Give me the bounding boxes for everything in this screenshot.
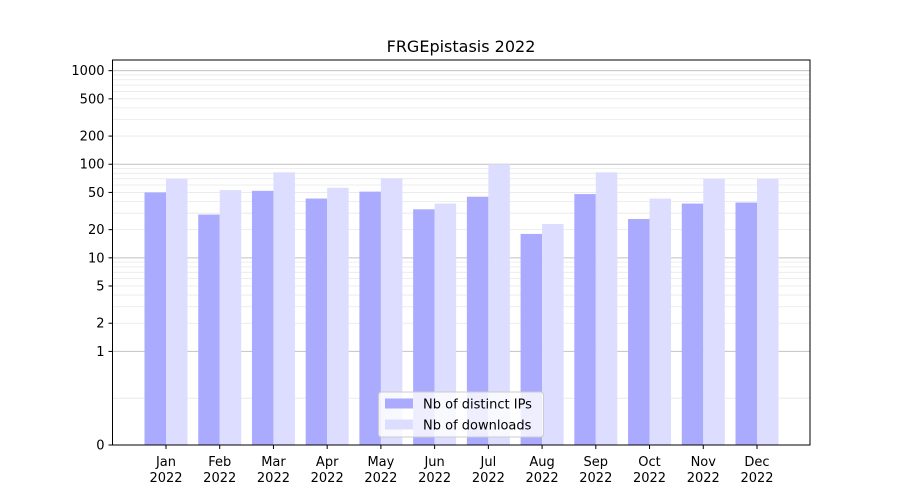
legend-swatch-distinct-ips [385,398,413,409]
bar-downloads [649,198,672,445]
legend-label-downloads: Nb of downloads [423,419,532,434]
bar-downloads [219,190,242,445]
bar-downloads [703,178,725,446]
y-tick-label: 500 [80,92,105,107]
bar-distinct-ips [198,214,220,445]
x-tick-label-year: 2022 [311,471,344,486]
chart-title: FRGEpistasis 2022 [387,37,536,56]
x-tick-label-month: Oct [638,455,660,470]
legend-swatch-downloads [385,419,413,430]
y-tick-label: 50 [88,186,105,201]
bar-downloads [380,178,403,445]
x-tick-label-month: May [367,455,394,470]
y-tick-label: 200 [80,130,105,145]
y-tick-label: 5 [96,280,104,295]
plot-frame [112,59,811,446]
bar-downloads [166,178,188,446]
bar-distinct-ips [359,191,381,445]
x-tick-label-year: 2022 [418,471,451,486]
bar-downloads [757,178,779,446]
x-tick-label-month: Mar [261,455,286,470]
bar-distinct-ips [466,196,489,445]
bar-distinct-ips [628,218,650,445]
bar-distinct-ips [574,194,596,445]
bar-distinct-ips [735,202,757,445]
x-axis: Jan2022Feb2022Mar2022Apr2022May2022Jun20… [149,445,774,486]
bar-downloads [434,203,457,445]
bar-distinct-ips [144,192,166,445]
x-tick-label-year: 2022 [526,471,559,486]
y-tick-label: 1000 [71,64,104,79]
legend-label-distinct-ips: Nb of distinct IPs [423,398,532,413]
x-tick-label-month: Feb [208,455,231,470]
x-tick-label-year: 2022 [740,471,773,486]
y-tick-label: 1 [96,345,104,360]
x-tick-label-year: 2022 [472,471,505,486]
bar-distinct-ips [413,209,435,445]
x-tick-label-month: Jan [155,455,176,470]
y-tick-label: 0 [96,439,104,454]
legend-box [378,391,544,438]
x-tick-label-year: 2022 [687,471,720,486]
bar-downloads [542,223,564,445]
y-axis: 0 1 2 5 10 20 50 100 200 500 1000 [71,64,113,454]
y-tick-label: 100 [80,158,105,173]
x-tick-label-month: Aug [529,455,554,470]
x-tick-label-month: Apr [316,455,339,470]
x-tick-label-year: 2022 [203,471,236,486]
x-tick-label-month: Jun [423,455,444,470]
y-tick-label: 2 [96,317,104,332]
x-tick-label-year: 2022 [364,471,397,486]
y-tick-label: 10 [88,251,105,266]
x-tick-label-year: 2022 [579,471,612,486]
x-tick-label-year: 2022 [257,471,290,486]
x-tick-label-month: Jul [480,455,497,470]
bar-distinct-ips [251,190,274,445]
bar-distinct-ips [681,203,704,445]
bar-downloads [327,187,349,445]
x-tick-label-month: Sep [584,455,609,470]
bar-downloads [595,172,618,446]
bar-downloads [273,172,295,446]
legend: Nb of distinct IPs Nb of downloads [378,391,544,438]
bar-distinct-ips [305,198,328,445]
x-tick-label-year: 2022 [149,471,182,486]
y-tick-label: 20 [88,223,105,238]
x-tick-label-year: 2022 [633,471,666,486]
x-tick-label-month: Nov [691,455,717,470]
bar-downloads [488,164,510,445]
bars-group [144,164,779,446]
x-tick-label-month: Dec [744,455,769,470]
